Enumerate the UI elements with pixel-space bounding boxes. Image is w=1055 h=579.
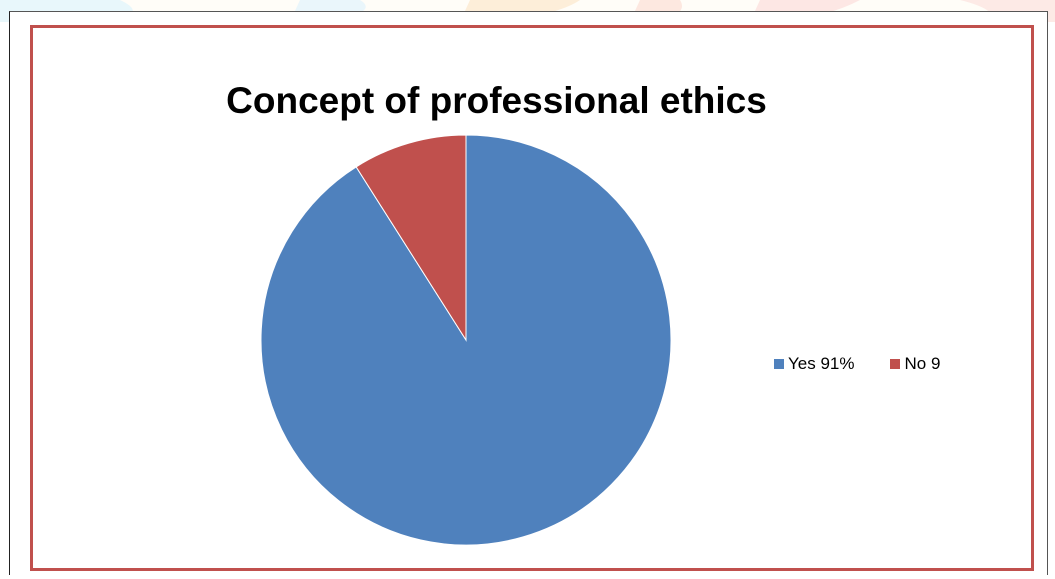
- legend-swatch-no: [890, 359, 901, 369]
- legend-item-yes: Yes 91%: [774, 354, 854, 374]
- legend-swatch-yes: [774, 359, 784, 369]
- pie-slice-no: [355, 134, 467, 342]
- legend-label-no: No 9: [904, 354, 941, 373]
- pie-plot: [260, 134, 672, 546]
- chart-legend: Yes 91% No 9: [774, 354, 976, 374]
- chart-area: Concept of professional ethics Yes 91% N…: [30, 25, 1034, 571]
- legend-label-yes: Yes 91%: [788, 354, 855, 373]
- chart-title: Concept of professional ethics: [226, 80, 767, 121]
- legend-item-no: No 9: [890, 354, 940, 374]
